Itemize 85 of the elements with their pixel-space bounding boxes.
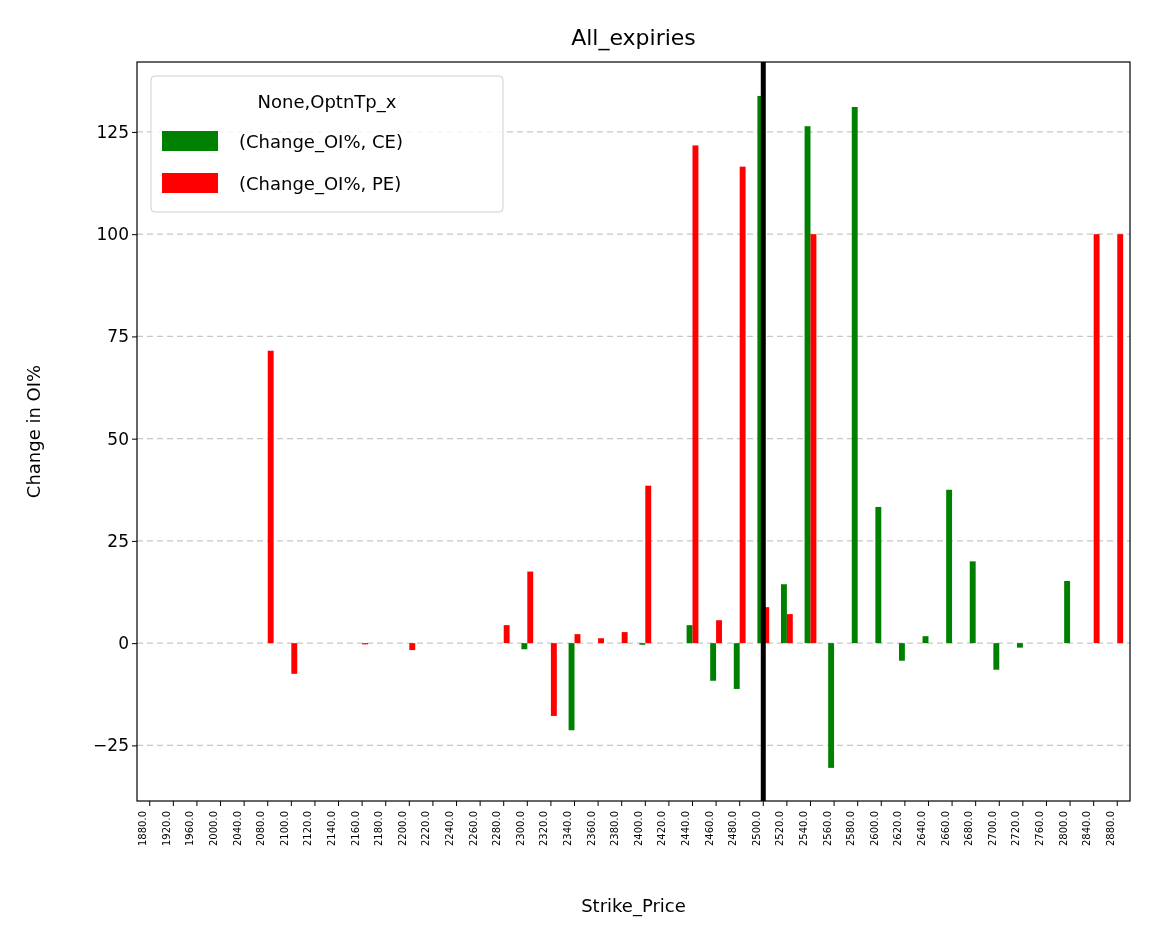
x-tick-label: 2800.0 <box>1057 811 1069 846</box>
x-tick-label: 2840.0 <box>1081 811 1093 846</box>
legend-label: (Change_OI%, PE) <box>239 173 402 195</box>
bar <box>739 166 746 644</box>
x-tick-label: 2280.0 <box>491 811 503 846</box>
x-tick-label: 2600.0 <box>868 811 880 846</box>
x-tick-label: 2260.0 <box>467 811 479 846</box>
x-tick-label: 2040.0 <box>231 811 243 846</box>
x-tick-label: 2140.0 <box>326 811 338 846</box>
x-tick-label: 2760.0 <box>1033 811 1045 846</box>
y-axis-title: Change in OI% <box>23 364 44 499</box>
x-tick-label: 2700.0 <box>986 811 998 846</box>
bar <box>1016 643 1023 648</box>
x-tick-label: 2320.0 <box>538 811 550 846</box>
bar <box>828 643 835 768</box>
x-tick-label: 2680.0 <box>963 811 975 846</box>
bar <box>898 643 905 661</box>
x-tick-label: 2580.0 <box>845 811 857 846</box>
bar <box>1093 234 1100 644</box>
bar <box>786 614 793 644</box>
bar <box>875 506 882 644</box>
x-tick-label: 2360.0 <box>585 811 597 846</box>
x-tick-label: 1920.0 <box>160 811 172 846</box>
x-tick-label: 2440.0 <box>679 811 691 846</box>
bar <box>1117 234 1124 644</box>
x-tick-label: 2080.0 <box>255 811 267 846</box>
x-tick-label: 2000.0 <box>208 811 220 846</box>
y-tick-label: 25 <box>107 530 129 551</box>
x-tick-label: 2480.0 <box>727 811 739 846</box>
x-tick-label: 2180.0 <box>373 811 385 846</box>
legend-label: (Change_OI%, CE) <box>239 131 403 153</box>
bar <box>568 643 575 731</box>
y-tick-label: 100 <box>96 224 129 245</box>
bar <box>733 643 740 689</box>
bar <box>645 485 652 644</box>
x-tick-label: 2660.0 <box>939 811 951 846</box>
bar <box>1064 580 1071 644</box>
y-tick-label: −25 <box>93 735 129 756</box>
x-tick-label: 2380.0 <box>609 811 621 846</box>
x-tick-label: 2420.0 <box>656 811 668 846</box>
y-tick-label: 0 <box>118 633 129 654</box>
bar <box>851 106 858 644</box>
x-tick-label: 2640.0 <box>915 811 927 846</box>
bar <box>969 561 976 644</box>
y-tick-label: 50 <box>107 428 129 449</box>
x-tick-label: 2120.0 <box>302 811 314 846</box>
x-tick-label: 1960.0 <box>184 811 196 846</box>
x-tick-label: 2240.0 <box>444 811 456 846</box>
x-tick-label: 2300.0 <box>514 811 526 846</box>
bar <box>810 234 817 644</box>
x-tick-label: 2620.0 <box>892 811 904 846</box>
bar <box>946 489 953 644</box>
bar <box>409 643 416 651</box>
y-tick-label: 75 <box>107 326 129 347</box>
x-tick-label: 2720.0 <box>1010 811 1022 846</box>
bar <box>550 643 557 716</box>
chart-title: All_expiries <box>571 25 696 51</box>
x-tick-label: 2400.0 <box>632 811 644 846</box>
bar <box>692 145 699 644</box>
x-axis-title: Strike_Price <box>581 895 686 917</box>
x-tick-label: 2340.0 <box>562 811 574 846</box>
x-tick-label: 2220.0 <box>420 811 432 846</box>
x-tick-label: 2200.0 <box>396 811 408 846</box>
x-tick-label: 2100.0 <box>278 811 290 846</box>
x-tick-label: 2520.0 <box>774 811 786 846</box>
bar <box>716 620 722 644</box>
bar <box>521 643 528 650</box>
x-tick-label: 1880.0 <box>137 811 149 846</box>
x-tick-label: 2560.0 <box>821 811 833 846</box>
x-tick-label: 2460.0 <box>703 811 715 846</box>
bar <box>780 584 787 644</box>
x-tick-label: 2500.0 <box>750 811 762 846</box>
bar <box>598 638 604 644</box>
bar <box>710 643 717 681</box>
bar <box>267 350 274 644</box>
bar <box>503 625 510 644</box>
x-tick-label: 2880.0 <box>1104 811 1116 846</box>
x-tick-label: 2540.0 <box>797 811 809 846</box>
bar <box>291 643 298 674</box>
bar <box>993 643 1000 670</box>
x-tick-label: 2160.0 <box>349 811 361 846</box>
bar <box>621 632 628 644</box>
legend-title: None,OptnTp_x <box>257 91 397 113</box>
bar <box>527 571 534 644</box>
y-tick-label: 125 <box>96 121 129 142</box>
